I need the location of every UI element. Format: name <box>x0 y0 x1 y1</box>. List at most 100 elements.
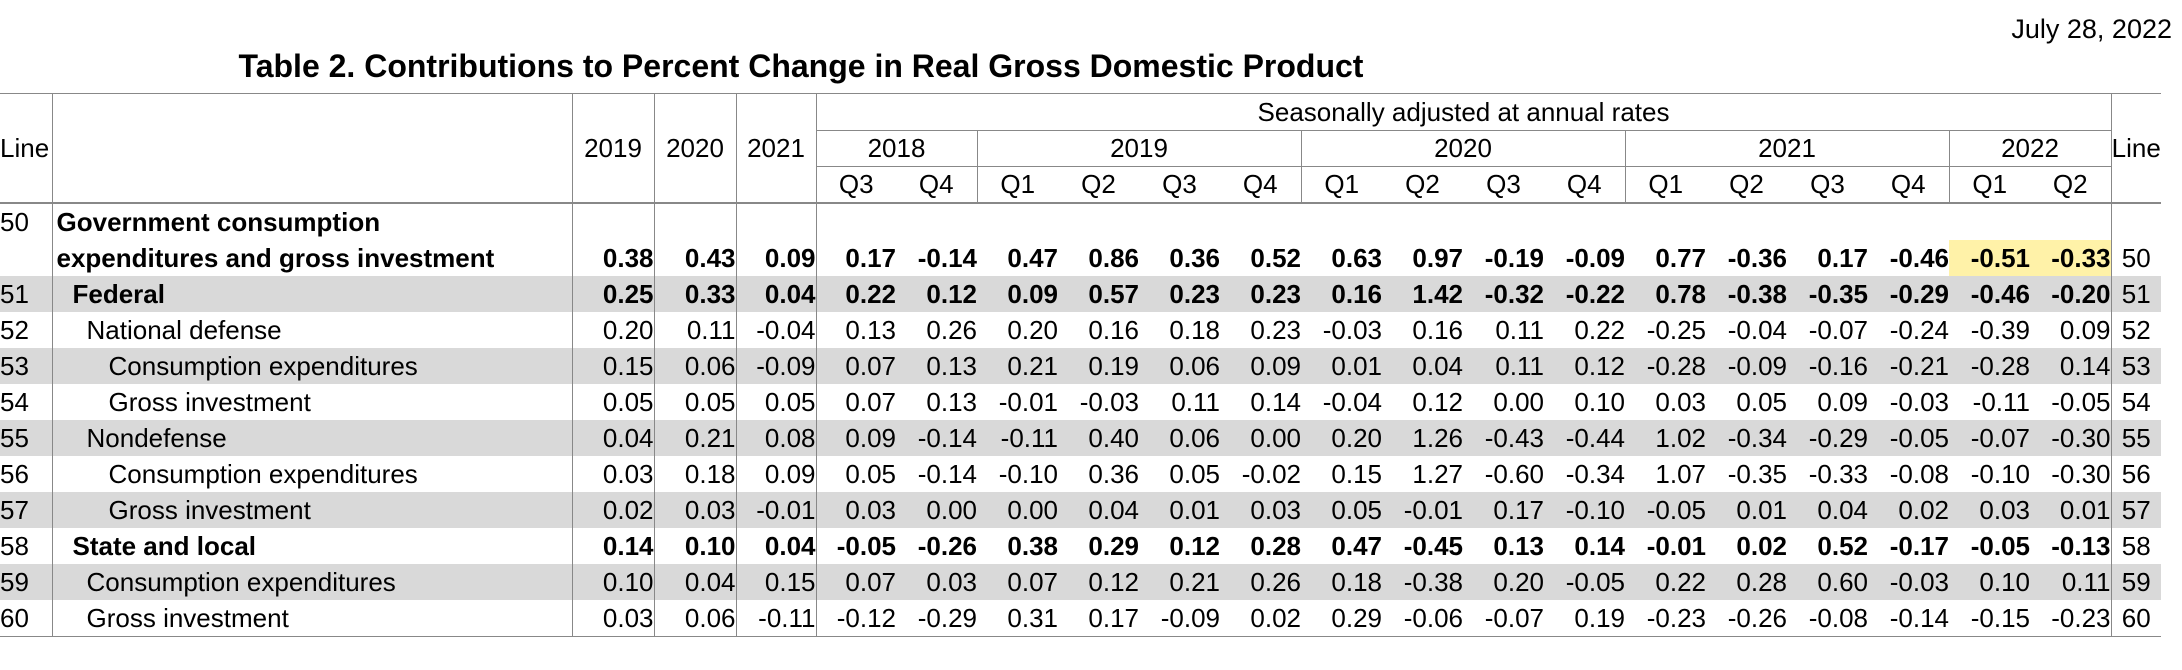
value-cell: 0.15 <box>736 564 817 600</box>
value-cell: 0.04 <box>1382 348 1463 384</box>
value-cell: -0.10 <box>1544 492 1625 528</box>
value-cell: -0.34 <box>1706 420 1787 456</box>
value-cell: 0.04 <box>654 564 737 600</box>
value-cell: -0.11 <box>1972 386 2030 417</box>
value-cell: 0.06 <box>654 348 737 384</box>
value-cell: 0.38 <box>1007 530 1058 561</box>
value-cell: 0.05 <box>572 384 655 420</box>
value-cell: -0.04 <box>1727 314 1787 345</box>
value-cell: -0.10 <box>1970 458 2030 489</box>
value-cell: 0.01 <box>1139 492 1220 528</box>
row-label: Gross investment <box>52 384 573 420</box>
row-line-number: 60 <box>0 600 53 637</box>
blank-cell <box>1220 203 1301 240</box>
value-cell: 0.23 <box>1139 276 1220 312</box>
line-header-right: Line <box>2110 93 2161 204</box>
value-cell: 0.29 <box>1088 530 1139 561</box>
value-cell: -0.30 <box>2030 456 2112 492</box>
quarter-header: Q4 <box>1868 166 1950 204</box>
value-cell: 0.11 <box>1463 348 1544 384</box>
value-cell: -0.28 <box>1625 348 1706 384</box>
value-cell: 0.21 <box>654 420 737 456</box>
value-cell: 0.17 <box>845 242 896 273</box>
row-line-number-right: 59 <box>2111 564 2161 600</box>
value-cell: 0.09 <box>2030 312 2112 348</box>
value-cell: -0.51 <box>1949 240 2030 276</box>
value-cell: 0.20 <box>1007 314 1058 345</box>
value-cell: 0.13 <box>1493 530 1544 561</box>
value-cell: -0.28 <box>1949 348 2030 384</box>
value-cell: 0.04 <box>736 528 817 564</box>
quarter-header: Q2 <box>1058 166 1139 204</box>
table-row: 54 Gross investment 0.05 0.05 0.05 0.07 0.13 -0… <box>0 384 2161 420</box>
row-label: Nondefense <box>52 420 573 456</box>
value-cell: -0.23 <box>1625 600 1706 637</box>
row-line-number: 58 <box>0 528 53 564</box>
row-line-number: 54 <box>0 384 53 420</box>
value-cell: 0.07 <box>816 348 896 384</box>
value-cell: 0.09 <box>977 276 1058 312</box>
blank-cell <box>1868 203 1949 240</box>
value-cell: -0.08 <box>1889 458 1949 489</box>
value-cell: -0.09 <box>1139 600 1220 637</box>
blank-cell <box>1544 203 1625 240</box>
value-cell: -0.26 <box>1706 600 1787 637</box>
value-cell: 0.04 <box>572 420 655 456</box>
quarter-header: Q4 <box>1544 166 1626 204</box>
value-cell: 0.20 <box>1463 564 1544 600</box>
value-cell: 0.23 <box>1220 276 1301 312</box>
value-cell: 0.25 <box>572 276 655 312</box>
value-cell: -0.09 <box>736 348 817 384</box>
value-cell: 0.21 <box>1139 564 1220 600</box>
value-cell: -0.14 <box>896 420 977 456</box>
value-cell: 0.18 <box>654 456 737 492</box>
value-cell: 0.12 <box>1169 530 1220 561</box>
value-cell: 0.40 <box>1058 420 1139 456</box>
value-cell: -0.03 <box>1079 386 1139 417</box>
value-cell: -0.06 <box>1382 600 1463 637</box>
value-cell: 0.28 <box>1250 530 1301 561</box>
value-cell: -0.05 <box>1625 492 1706 528</box>
value-cell: 0.11 <box>1495 314 1544 345</box>
value-cell: 0.09 <box>1817 386 1868 417</box>
value-cell: 0.14 <box>572 528 655 564</box>
annual-year-header: 2021 <box>736 93 817 204</box>
value-cell: 0.03 <box>816 492 896 528</box>
quarter-header: Q3 <box>1463 166 1544 204</box>
value-cell: 0.10 <box>572 564 655 600</box>
blank-cell <box>1058 203 1139 240</box>
value-cell: 0.21 <box>977 348 1058 384</box>
blank-cell <box>1706 203 1787 240</box>
value-cell: 0.03 <box>1655 386 1706 417</box>
value-cell: -0.11 <box>977 420 1058 456</box>
value-cell: 0.01 <box>2030 492 2112 528</box>
value-cell: -0.35 <box>1727 458 1787 489</box>
value-cell: -0.04 <box>1322 386 1382 417</box>
row-label: Federal <box>52 276 573 312</box>
quarter-header: Q1 <box>1949 166 2030 204</box>
value-cell: -0.22 <box>1544 276 1625 312</box>
value-cell: 0.10 <box>654 528 737 564</box>
value-cell: -0.05 <box>1544 564 1625 600</box>
value-cell: 0.10 <box>1574 386 1625 417</box>
row-line-number: 51 <box>0 276 53 312</box>
value-cell: 0.26 <box>1220 564 1301 600</box>
value-cell: 0.43 <box>654 240 737 276</box>
quarter-header: Q3 <box>1139 166 1220 204</box>
value-cell: 0.13 <box>845 314 896 345</box>
value-cell: -0.34 <box>1565 458 1625 489</box>
blank-cell <box>1301 203 1382 240</box>
table-row: 52 National defense 0.20 0.11 -0.04 0.13 0.26 0… <box>0 312 2161 348</box>
value-cell: -0.26 <box>917 530 977 561</box>
value-cell: -0.13 <box>2030 528 2112 564</box>
value-cell: 0.20 <box>1301 420 1382 456</box>
value-cell: -0.07 <box>1808 314 1868 345</box>
value-cell: -0.05 <box>1868 420 1949 456</box>
value-cell: 0.03 <box>572 456 655 492</box>
value-cell: 1.07 <box>1655 458 1706 489</box>
value-cell: 0.17 <box>1817 242 1868 273</box>
value-cell: 0.26 <box>926 314 977 345</box>
value-cell: 0.28 <box>1706 564 1787 600</box>
release-date: July 28, 2022 <box>2011 14 2172 44</box>
row-label: Consumption expenditures <box>52 348 573 384</box>
